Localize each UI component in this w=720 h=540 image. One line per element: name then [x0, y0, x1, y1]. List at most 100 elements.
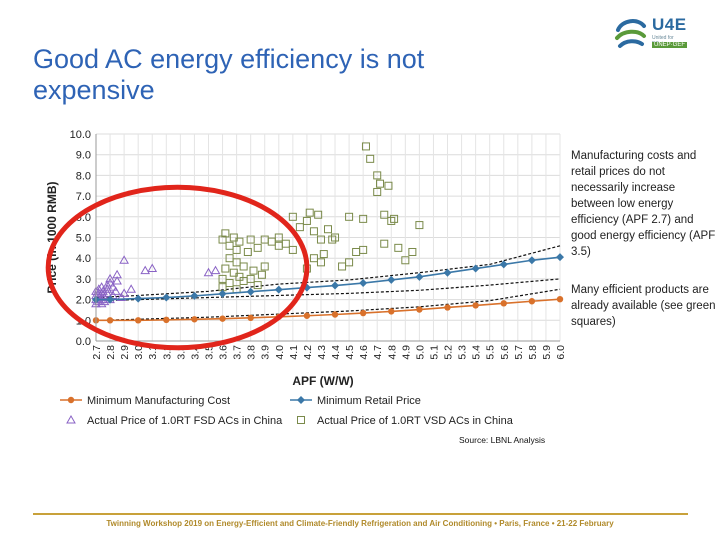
y-tick-label: 4.0: [76, 253, 91, 265]
band-retail-upper: [95, 245, 561, 299]
mfg-cost-point: [472, 302, 479, 309]
vsd-point: [257, 270, 266, 279]
fsd-point: [210, 265, 221, 275]
vsd-point: [229, 233, 238, 242]
retail-price-point: [443, 268, 452, 277]
mfg-cost-point: [303, 312, 311, 319]
vsd-point: [288, 245, 297, 254]
x-tick-label: 6.0: [555, 345, 567, 360]
vsd-point: [218, 235, 227, 244]
fsd-point: [119, 255, 129, 264]
x-tick-label: 4.1: [288, 345, 300, 360]
note-manufacturing-costs: Manufacturing costs and retail prices do…: [571, 150, 716, 258]
mfg-cost-point: [106, 317, 114, 324]
vsd-point: [324, 225, 332, 234]
x-axis-title: APF (W/W): [292, 374, 353, 388]
vsd-point: [243, 247, 252, 256]
vsd-point: [225, 279, 234, 288]
mfg-cost-point: [444, 304, 451, 311]
x-tick-label: 3.0: [133, 345, 145, 360]
retail-price-point: [331, 281, 340, 290]
retail-price-point: [106, 295, 115, 304]
mfg-cost-point: [247, 314, 254, 322]
vsd-point: [345, 212, 354, 221]
x-tick-label: 5.5: [485, 345, 497, 360]
vsd-point: [225, 254, 234, 263]
retail-price-point: [246, 287, 255, 296]
x-tick-label: 5.9: [541, 345, 553, 360]
fsd-point: [96, 298, 107, 308]
highlight-ellipse: [45, 184, 310, 351]
retail-price-point: [190, 291, 199, 300]
vsd-point: [331, 233, 340, 242]
legend-vsd-label: Actual Price of 1.0RT VSD ACs in China: [317, 415, 514, 427]
x-tick-label: 3.5: [203, 345, 215, 360]
vsd-point: [366, 154, 375, 163]
vsd-point: [352, 247, 361, 256]
vsd-point: [232, 245, 241, 254]
vsd-point: [225, 241, 234, 250]
x-tick-label: 4.7: [372, 345, 384, 360]
fsd-point: [98, 286, 108, 295]
vsd-point: [229, 268, 238, 277]
highlight-circle: [45, 184, 310, 351]
band-retail-lower: [95, 278, 561, 302]
vsd-point: [249, 266, 258, 275]
x-tick-label: 3.8: [246, 345, 258, 360]
x-tick-label: 5.1: [428, 345, 440, 360]
band-mfg-upper: [95, 288, 561, 321]
x-tick-label: 4.9: [400, 345, 412, 360]
vsd-point: [394, 243, 403, 252]
vsd-point: [376, 179, 385, 188]
mfg-cost-point: [359, 309, 367, 317]
fsd-point: [93, 284, 104, 293]
vsd-point: [305, 208, 314, 217]
vsd-point: [338, 262, 347, 271]
retail-price-point: [415, 272, 424, 281]
vsd-point: [221, 229, 230, 238]
logo-swirl-icon: [615, 19, 646, 48]
vsd-point: [309, 227, 318, 236]
x-tick-label: 4.0: [274, 345, 286, 360]
retail-price-point: [471, 264, 480, 273]
mfg-cost-point: [528, 298, 536, 305]
mfg-cost-point: [219, 315, 226, 322]
series-line: [96, 256, 561, 301]
fsd-point: [140, 265, 151, 275]
series-line: [96, 298, 561, 322]
retail-price-point: [556, 253, 564, 262]
retail-price-point: [274, 285, 283, 294]
vsd-point: [295, 223, 304, 232]
vsd-point: [328, 235, 337, 244]
vsd-point: [235, 272, 244, 281]
x-tick-label: 5.4: [471, 345, 483, 360]
fsd-point: [119, 288, 129, 297]
vsd-point: [387, 216, 396, 225]
x-tick-label: 2.9: [119, 345, 131, 360]
mfg-cost-point: [191, 316, 198, 323]
fsd-point: [147, 263, 158, 273]
note-efficient-products: Many efficient products are already avai…: [571, 284, 716, 328]
vsd-point: [380, 239, 389, 248]
vsd-point: [302, 216, 311, 225]
vsd-point: [408, 247, 417, 256]
y-tick-label: 5.0: [76, 233, 91, 245]
retail-price-point: [499, 260, 508, 269]
vsd-point: [221, 264, 230, 273]
vsd-point: [235, 237, 244, 246]
vsd-point: [309, 254, 318, 263]
y-tick-label: 0.0: [76, 336, 91, 348]
x-tick-label: 5.7: [513, 345, 525, 360]
vsd-point: [316, 258, 325, 267]
vsd-point: [232, 258, 241, 267]
fsd-point: [110, 286, 121, 295]
y-tick-label: 2.0: [76, 295, 91, 307]
retail-price-point: [162, 293, 171, 302]
footer-divider: [33, 513, 688, 515]
chart-grid: [95, 133, 561, 342]
vsd-point: [390, 214, 399, 223]
vsd-point: [373, 187, 382, 196]
legend-mfg-marker: [67, 396, 75, 404]
vsd-point: [384, 181, 393, 190]
